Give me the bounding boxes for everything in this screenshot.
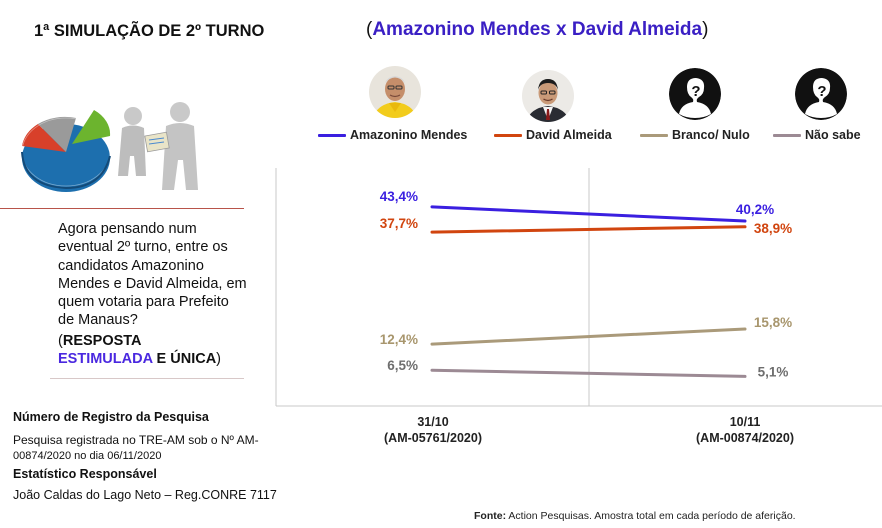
anonymous-head-icon: ?	[795, 68, 847, 120]
x-tick-label-1: 31/10 (AM-05761/2020)	[384, 415, 482, 445]
survey-question: Agora pensando num eventual 2º turno, en…	[58, 221, 247, 329]
data-label: 15,8%	[754, 315, 792, 330]
svg-text:?: ?	[691, 83, 700, 100]
candidate-photo-amazonino	[369, 66, 421, 118]
data-label: 40,2%	[736, 202, 774, 217]
legend-swatch	[773, 133, 801, 137]
series-line	[430, 368, 747, 378]
statistician-name: João Caldas do Lago Neto – Reg.CONRE 711…	[13, 488, 277, 502]
legend-swatch	[640, 133, 668, 137]
legend-swatch	[318, 133, 346, 137]
registration-line1: Pesquisa registrada no TRE-AM sob o Nº A…	[13, 433, 259, 447]
pie-chart-illustration	[21, 110, 111, 192]
series-line	[430, 327, 747, 346]
data-label: 37,7%	[380, 216, 418, 231]
response-type-note: (RESPOSTA ESTIMULADA E ÚNICA)	[58, 333, 222, 368]
legend-item-branco-nulo: Branco/ Nulo	[640, 128, 750, 142]
statistician-heading: Estatístico Responsável	[13, 467, 157, 481]
data-label: 6,5%	[387, 358, 418, 373]
data-label: 38,9%	[754, 221, 792, 236]
series-layer: 43,4% 40,2% 37,7% 38,9% 12,4% 15,8% 6,5% 5,1%	[380, 189, 792, 380]
registration-line2: 00874/2020 no dia 06/11/2020	[13, 450, 162, 462]
handshake-illustration	[118, 102, 198, 190]
matchup-names: Amazonino Mendes x David Almeida	[372, 19, 703, 40]
series-line	[430, 205, 747, 223]
data-label: 12,4%	[380, 332, 418, 347]
divider-bottom	[50, 378, 244, 379]
svg-text:?: ?	[817, 83, 826, 100]
registration-heading: Número de Registro da Pesquisa	[13, 410, 209, 424]
page-title: 1ª SIMULAÇÃO DE 2º TURNO	[34, 22, 265, 40]
x-tick-label-2: 10/11 (AM-00874/2020)	[696, 415, 794, 445]
chart-legend: Amazonino Mendes David Almeida Branco/ N…	[318, 128, 878, 146]
candidate-photo-david	[522, 70, 574, 122]
data-label: 5,1%	[758, 364, 789, 379]
survey-illustration	[18, 96, 208, 200]
legend-item-david: David Almeida	[494, 128, 612, 142]
legend-item-nao-sabe: Não sabe	[773, 128, 861, 142]
legend-swatch	[494, 133, 522, 137]
data-label: 43,4%	[380, 189, 418, 204]
source-note: Fonte: Action Pesquisas. Amostra total e…	[474, 510, 796, 522]
anonymous-head-icon: ?	[669, 68, 721, 120]
divider-top	[0, 208, 244, 209]
legend-item-amazonino: Amazonino Mendes	[318, 128, 467, 142]
series-line	[430, 225, 747, 234]
matchup-title: (Amazonino Mendes x David Almeida)	[366, 19, 709, 40]
